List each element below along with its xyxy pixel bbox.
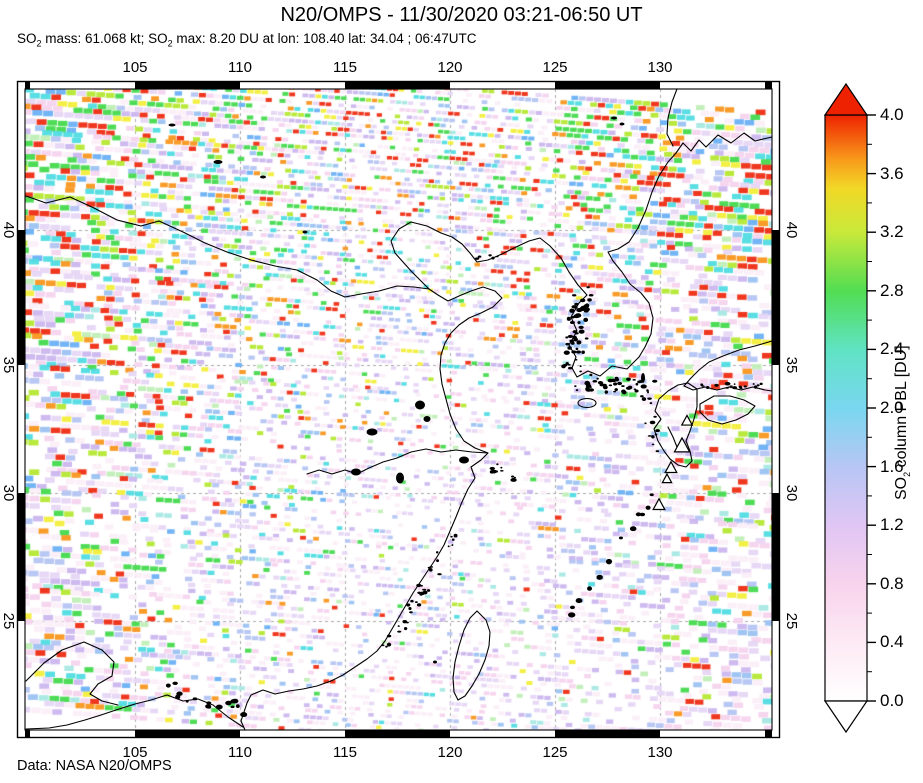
subscript: 2 <box>167 38 173 49</box>
colorbar-tick-label: 1.2 <box>880 515 904 535</box>
lon-tick-label-top: 105 <box>122 59 148 76</box>
so2-pixel-data-canvas <box>25 89 772 730</box>
figure-title: N20/OMPS - 11/30/2020 03:21-06:50 UT <box>280 4 643 26</box>
colorbar-under-arrow <box>823 700 869 734</box>
lon-tick-label-bottom: 120 <box>437 744 463 761</box>
colorbar-tick-label: 2.4 <box>880 339 904 359</box>
lon-tick-label-bottom: 125 <box>542 744 568 761</box>
colorbar-over-arrow <box>823 82 869 116</box>
lat-tick-label-right: 35 <box>783 356 800 374</box>
subscript: 2 <box>902 471 913 477</box>
colorbar-tick-label: 0.4 <box>880 632 904 652</box>
colorbar-tick-label: 4.0 <box>880 105 904 124</box>
lat-tick-label-left: 25 <box>0 612 17 630</box>
text-part: SO <box>148 31 168 46</box>
lon-tick-label-bottom: 110 <box>228 744 252 761</box>
colorbar-tick-label: 1.6 <box>880 456 904 476</box>
lat-tick-label-left: 30 <box>0 484 17 502</box>
lat-tick-label-right: 25 <box>783 612 800 630</box>
lon-tick-label-bottom: 130 <box>647 744 673 761</box>
frame-stripe-right <box>772 230 780 365</box>
data-credit: Data: NASA N20/OMPS <box>17 758 172 774</box>
frame-stripe-bottom <box>345 730 450 738</box>
colorbar-tick-label: 3.2 <box>880 222 904 242</box>
lon-tick-label-top: 130 <box>647 59 673 76</box>
colorbar-title: SO2 column PBL [DU] <box>893 345 912 500</box>
lon-tick-label-bottom: 115 <box>333 744 357 761</box>
text-part: max: 8.20 DU at lon: 108.40 lat: 34.04 ;… <box>172 31 477 46</box>
lon-tick-label-bottom: 105 <box>122 744 148 761</box>
text-part: SO <box>893 476 910 500</box>
lat-tick-label-right: 40 <box>783 221 800 239</box>
frame-stripe-top <box>25 81 30 89</box>
subscript: 2 <box>36 38 42 49</box>
frame-stripe-top <box>555 81 660 89</box>
frame-stripe-left <box>17 230 25 365</box>
lon-tick-label-top: 110 <box>228 59 252 76</box>
lon-tick-label-top: 125 <box>542 59 568 76</box>
frame-stripe-bottom <box>135 730 240 738</box>
text-part: SO <box>17 31 37 46</box>
colorbar-tick-label: 3.6 <box>880 163 904 183</box>
frame-stripe-top <box>765 81 772 89</box>
frame-stripe-top <box>345 81 450 89</box>
lat-tick-label-left: 40 <box>0 221 17 239</box>
frame-stripe-bottom <box>25 730 30 738</box>
frame-stripe-top <box>135 81 240 89</box>
frame-stripe-right <box>772 493 780 621</box>
frame-stripe-left <box>17 493 25 621</box>
lon-tick-label-top: 120 <box>437 59 463 76</box>
colorbar-tick-label: 0.8 <box>880 573 904 593</box>
colorbar-tick-label: 2.0 <box>880 398 904 417</box>
colorbar-tick-label: 0.0 <box>880 691 904 710</box>
frame-stripe-bottom <box>555 730 660 738</box>
lat-tick-label-right: 30 <box>783 484 800 502</box>
colorbar-gradient-bar <box>824 114 868 702</box>
lat-tick-label-left: 35 <box>0 356 17 374</box>
figure-subtitle: SO2 mass: 61.068 kt; SO2 max: 8.20 DU at… <box>17 31 477 49</box>
text-part: column PBL [DU] <box>893 345 910 472</box>
text-part: mass: 61.068 kt; <box>41 31 149 46</box>
frame-stripe-bottom <box>765 730 772 738</box>
colorbar-tick-label: 2.8 <box>880 280 904 300</box>
lon-tick-label-top: 115 <box>333 59 357 76</box>
